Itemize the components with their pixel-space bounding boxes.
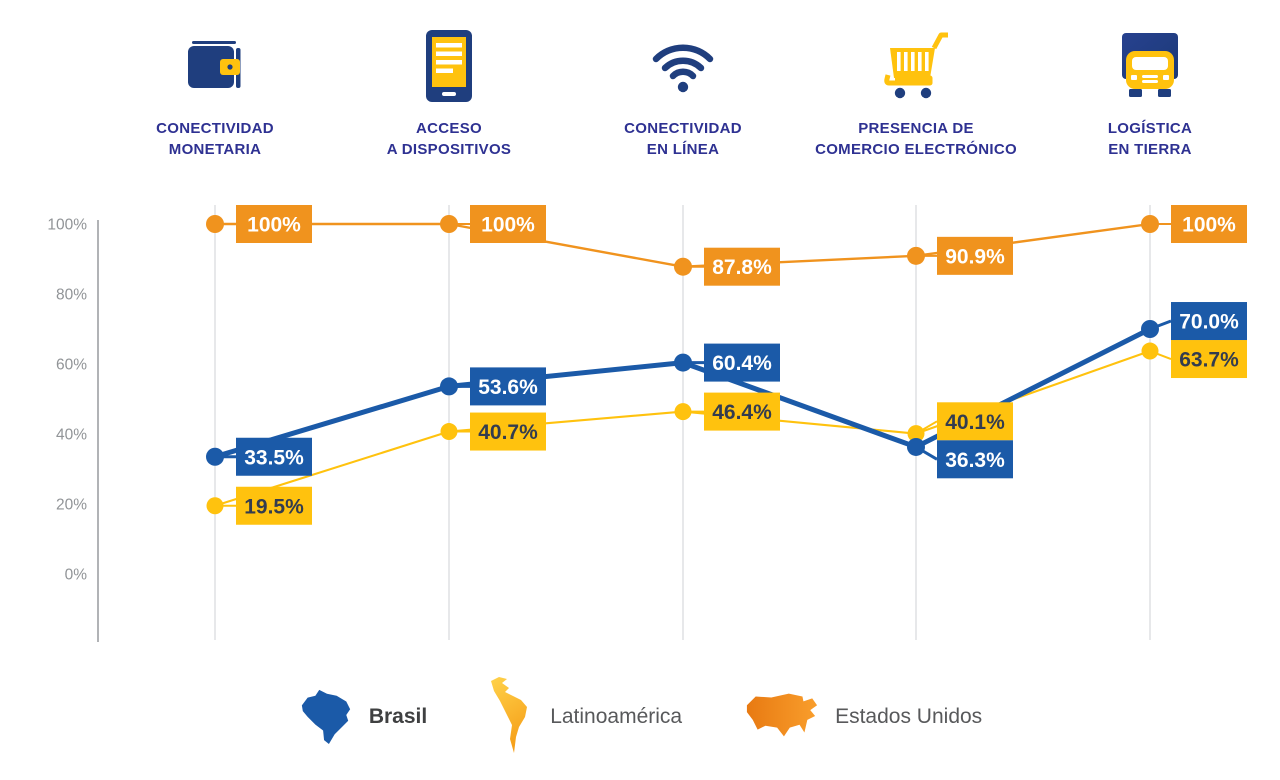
data-point <box>907 246 925 265</box>
data-point <box>1141 342 1159 360</box>
value-label-box <box>236 437 312 476</box>
value-label: 19.5% <box>244 495 304 518</box>
value-label-box <box>704 392 780 431</box>
category-label-line: MONETARIA <box>168 141 262 158</box>
data-point <box>674 353 692 372</box>
y-axis-tick-label: 20% <box>56 497 87 514</box>
y-axis-tick-label: 60% <box>56 357 87 374</box>
legend-label: Estados Unidos <box>835 705 983 728</box>
value-label-box <box>937 402 1013 441</box>
legend-item-estados-unidos: Estados Unidos <box>744 687 982 748</box>
category-label-line: EN TIERRA <box>1108 141 1192 158</box>
category-label: ACCESO A DISPOSITIVOS <box>387 118 512 160</box>
data-point <box>1141 320 1159 338</box>
wifi-icon <box>646 24 720 108</box>
value-label: 100% <box>481 214 535 237</box>
category-label-line: CONECTIVIDAD <box>624 120 742 137</box>
data-point <box>674 403 692 421</box>
category-label-line: EN LÍNEA <box>646 141 720 158</box>
data-point <box>206 215 224 233</box>
category-label-line: LOGÍSTICA <box>1107 120 1193 137</box>
value-label: 33.5% <box>244 446 304 469</box>
value-label: 40.1% <box>945 411 1005 434</box>
value-label-box <box>236 205 312 243</box>
line-chart: 100% 80% 60% 40% 20% 0% 19.5% 40.7% 46.4% 40.1% 63… <box>47 205 1247 642</box>
device-icon <box>426 24 472 108</box>
data-point <box>1141 215 1159 233</box>
value-label-box <box>470 205 546 243</box>
y-axis-tick-label: 0% <box>65 567 88 584</box>
data-point <box>440 423 458 441</box>
category-label: CONECTIVIDAD EN LÍNEA <box>624 118 742 160</box>
data-point <box>440 215 458 233</box>
cart-icon <box>881 24 951 108</box>
data-point <box>440 377 458 396</box>
category-acceso-a-dispositivos: ACCESO A DISPOSITIVOS <box>339 24 559 160</box>
legend-item-brasil: Brasil <box>298 684 427 751</box>
legend: Brasil Latinoamérica <box>0 664 1280 770</box>
legend-label: Brasil <box>368 705 428 728</box>
latam-map-icon <box>489 675 535 760</box>
legend-label: Latinoamérica <box>550 705 683 728</box>
value-label: 53.6% <box>478 376 538 399</box>
value-label: 100% <box>247 214 301 237</box>
y-axis-tick-label: 80% <box>56 287 87 304</box>
value-label: 40.7% <box>478 421 538 444</box>
value-label: 63.7% <box>1179 349 1239 372</box>
data-point <box>206 497 224 515</box>
wallet-icon <box>184 24 246 108</box>
category-label-line: A DISPOSITIVOS <box>386 141 512 158</box>
value-label-box <box>937 440 1013 479</box>
value-label: 60.4% <box>712 352 772 375</box>
value-label: 46.4% <box>712 401 772 424</box>
category-label: PRESENCIA DE COMERCIO ELECTRÓNICO <box>815 118 1017 160</box>
value-label: 100% <box>1182 214 1236 237</box>
value-label: 36.3% <box>945 449 1005 472</box>
brazil-map-icon <box>298 684 354 751</box>
category-conectividad-monetaria: CONECTIVIDAD MONETARIA <box>105 24 325 160</box>
value-label-box <box>937 236 1013 275</box>
category-label-line: PRESENCIA DE <box>858 120 974 137</box>
y-axis-tick-label: 40% <box>56 427 87 444</box>
category-label: LOGÍSTICA EN TIERRA <box>1108 118 1192 160</box>
legend-item-latinoamerica: Latinoamérica <box>489 675 682 760</box>
value-label-box <box>236 486 312 525</box>
category-logistica-en-tierra: LOGÍSTICA EN TIERRA <box>1040 24 1260 160</box>
data-point <box>907 437 925 456</box>
data-point <box>907 425 925 443</box>
category-label-line: CONECTIVIDAD <box>156 120 274 137</box>
value-label-box <box>1171 205 1247 243</box>
category-label-line: COMERCIO ELECTRÓNICO <box>815 141 1017 158</box>
category-presencia-comercio-electronico: PRESENCIA DE COMERCIO ELECTRÓNICO <box>806 24 1026 160</box>
usa-map-icon <box>744 687 820 748</box>
value-label-box <box>704 343 780 382</box>
category-label-line: ACCESO <box>416 120 482 137</box>
y-axis-tick-label: 100% <box>47 217 87 234</box>
category-label: CONECTIVIDAD MONETARIA <box>156 118 274 160</box>
value-label-box <box>1171 340 1247 379</box>
value-label-box <box>1171 302 1247 341</box>
value-label-box <box>470 412 546 451</box>
category-conectividad-en-linea: CONECTIVIDAD EN LÍNEA <box>573 24 793 160</box>
value-label-box <box>704 247 780 286</box>
data-point <box>206 447 224 466</box>
truck-icon <box>1112 24 1188 108</box>
data-point <box>674 257 692 276</box>
value-label-box <box>470 367 546 406</box>
value-label: 90.9% <box>945 245 1005 268</box>
value-label: 70.0% <box>1179 311 1239 334</box>
value-label: 87.8% <box>712 256 772 279</box>
category-header-row: CONECTIVIDAD MONETARIA ACCESO A DISPOSIT… <box>0 0 1280 175</box>
